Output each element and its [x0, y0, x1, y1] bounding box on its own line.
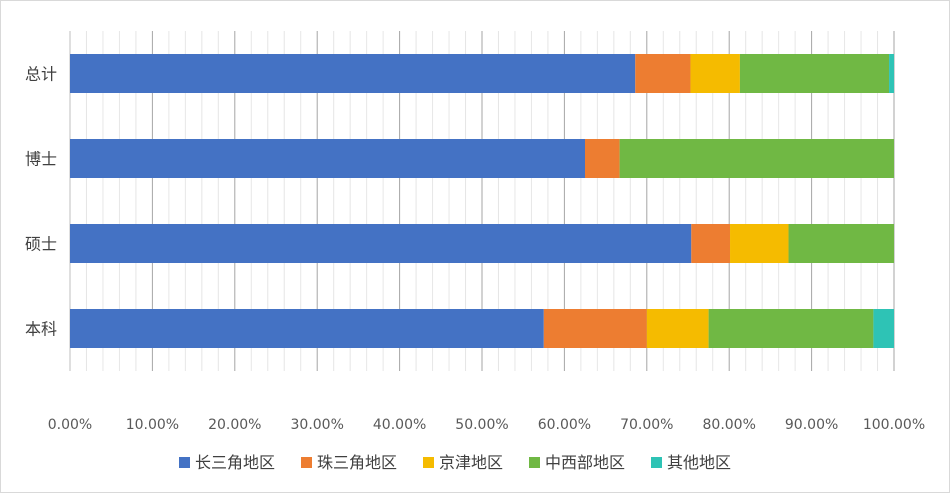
- legend-swatch: [179, 457, 190, 468]
- x-tick-label: 80.00%: [703, 417, 756, 433]
- x-tick-label: 90.00%: [785, 417, 838, 433]
- bar-segment: [635, 54, 691, 93]
- legend-label: 中西部地区: [545, 453, 625, 472]
- bar-segment: [70, 139, 585, 178]
- legend-label: 长三角地区: [195, 453, 275, 472]
- legend-swatch: [301, 457, 312, 468]
- bar-segment: [730, 224, 789, 263]
- bar-segment: [708, 309, 874, 348]
- bars-layer: [70, 54, 894, 348]
- bar-segment: [739, 54, 890, 93]
- bar-segment: [690, 54, 740, 93]
- x-tick-label: 70.00%: [620, 417, 673, 433]
- y-category-label: 硕士: [25, 235, 57, 254]
- legend: 长三角地区 珠三角地区 京津地区 中西部地区 其他地区: [179, 453, 731, 472]
- x-tick-label: 30.00%: [291, 417, 344, 433]
- bar-segment: [70, 309, 544, 348]
- bar-segment: [70, 224, 692, 263]
- legend-swatch: [423, 457, 434, 468]
- bar-segment: [788, 224, 894, 263]
- y-category-label: 总计: [25, 65, 57, 84]
- bar-segment: [889, 54, 894, 93]
- legend-swatch: [529, 457, 540, 468]
- x-tick-label: 0.00%: [48, 417, 92, 433]
- legend-swatch: [651, 457, 662, 468]
- legend-label: 京津地区: [439, 453, 503, 472]
- x-tick-label: 10.00%: [126, 417, 179, 433]
- legend-label: 其他地区: [667, 453, 731, 472]
- x-tick-label: 100.00%: [863, 417, 925, 433]
- bar-segment: [543, 309, 647, 348]
- bar-segment: [70, 54, 636, 93]
- x-tick-label: 20.00%: [208, 417, 261, 433]
- bar-segment: [619, 139, 894, 178]
- legend-label: 珠三角地区: [317, 453, 397, 472]
- x-tick-label: 40.00%: [373, 417, 426, 433]
- bar-segment: [873, 309, 894, 348]
- axis-layer: 0.00% 10.00% 20.00% 30.00% 40.00% 50.00% 60.00…: [25, 65, 925, 434]
- y-category-label: 博士: [25, 150, 57, 169]
- bar-segment: [585, 139, 620, 178]
- x-tick-label: 50.00%: [455, 417, 508, 433]
- bar-segment: [691, 224, 731, 263]
- y-category-label: 本科: [25, 320, 57, 339]
- bar-segment: [646, 309, 709, 348]
- x-tick-label: 60.00%: [538, 417, 591, 433]
